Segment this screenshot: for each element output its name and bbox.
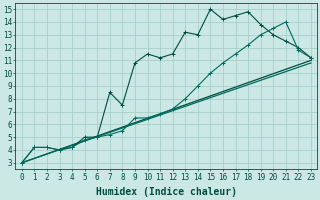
X-axis label: Humidex (Indice chaleur): Humidex (Indice chaleur) xyxy=(96,187,237,197)
